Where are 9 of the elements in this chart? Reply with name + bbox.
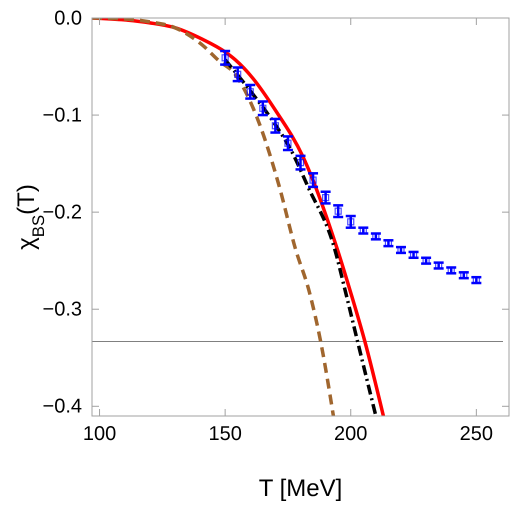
- x-tick-label: 150: [208, 423, 242, 446]
- y-tick-label: 0.0: [54, 7, 82, 30]
- y-tick-label: −0.1: [42, 104, 82, 126]
- y-tick-label: −0.3: [42, 298, 82, 321]
- x-tick-label: 100: [82, 423, 116, 446]
- x-tick-label: 250: [460, 423, 494, 446]
- y-tick-label: −0.4: [42, 396, 82, 418]
- x-tick-label: 200: [334, 423, 368, 446]
- x-axis-title: T [MeV]: [258, 475, 342, 502]
